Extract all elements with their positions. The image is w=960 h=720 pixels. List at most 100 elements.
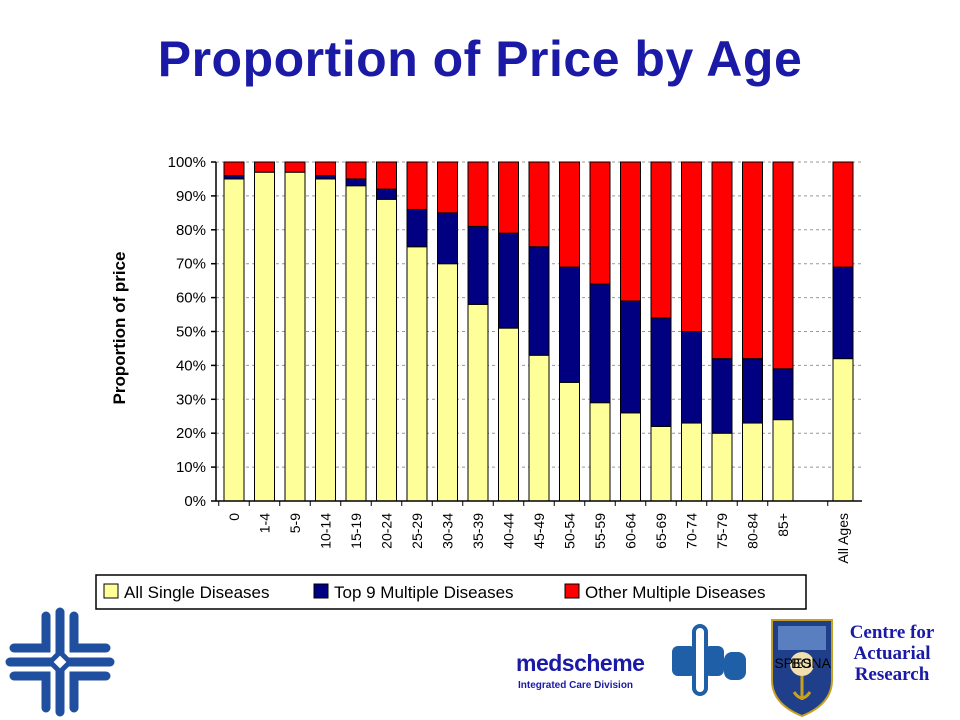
y-tick-label: 40%: [176, 357, 206, 374]
bar-segment: [589, 283, 611, 404]
x-tick-label: 75-79: [714, 513, 730, 549]
bar-segment: [498, 232, 519, 329]
cross-logo: [5, 607, 115, 717]
x-tick-label: 70-74: [684, 513, 700, 549]
bar-segment: [559, 381, 580, 502]
bar-segment: [467, 225, 489, 305]
bar-segment: [498, 161, 519, 234]
x-tick-label: 10-14: [318, 513, 334, 549]
legend-label: All Single Diseases: [124, 583, 270, 602]
bar-segment: [620, 412, 641, 502]
car-line-3: Research: [854, 664, 930, 685]
y-tick-label: 60%: [176, 290, 206, 307]
bar-segment: [345, 185, 367, 502]
medscheme-mark: [672, 624, 746, 696]
bar-segment: [772, 419, 794, 502]
bar-segment: [467, 161, 489, 227]
y-tick-label: 10%: [176, 459, 206, 476]
car-logo-text: Centre for Actuarial Research: [836, 622, 948, 685]
x-tick-label: 25-29: [409, 513, 425, 549]
y-tick-label: 80%: [176, 222, 206, 239]
medscheme-logo-text: medscheme: [516, 650, 645, 676]
x-tick-label: 20-24: [379, 513, 395, 549]
x-tick-label: 35-39: [470, 513, 486, 549]
x-tick-label: 30-34: [440, 513, 456, 549]
x-tick-label: 5-9: [287, 513, 303, 533]
bar-segment: [832, 358, 854, 502]
bar-segment: [376, 188, 397, 200]
legend: All Single Diseases Top 9 Multiple Diseas…: [95, 574, 807, 610]
bar-segment: [284, 161, 306, 173]
medscheme-logo-subtext: Integrated Care Division: [518, 680, 634, 691]
x-tick-label: 0: [226, 513, 242, 521]
x-ticks: 0 1-4 5-9 10-14 15-19 20-24 25-29 30-34 35-39 40-…: [218, 501, 851, 564]
bar-segment: [254, 161, 275, 173]
car-line-2: Actuarial: [853, 643, 931, 664]
bar-segment: [528, 161, 550, 248]
bar-segment: [620, 161, 641, 302]
bar-segment: [437, 212, 458, 265]
x-tick-label: 1-4: [257, 513, 273, 533]
bar-segment: [711, 358, 733, 434]
legend-label: Other Multiple Diseases: [585, 583, 765, 602]
y-tick-label: 0%: [184, 493, 206, 510]
slide-title: Proportion of Price by Age: [157, 31, 803, 87]
bar-segment: [559, 161, 580, 268]
crest-book-icon: [790, 652, 814, 676]
bar-segment: [406, 208, 428, 248]
bar-segment: [589, 161, 611, 285]
bar-segment: [528, 246, 550, 356]
bar-segment: [315, 178, 336, 502]
bar-segment: [742, 358, 763, 424]
bar-segment: [254, 171, 275, 502]
bar-segment: [315, 175, 336, 180]
bar-segment: [528, 354, 550, 502]
bar-segment: [406, 246, 428, 502]
y-axis-label: Proportion of price: [110, 252, 129, 405]
y-tick-label: 20%: [176, 425, 206, 442]
x-tick-label: 60-64: [623, 513, 639, 549]
y-tick-label: 50%: [176, 324, 206, 341]
bar-segment: [650, 425, 672, 502]
bar-segment: [832, 266, 854, 360]
crest-shield-logo: SPES BONA: [771, 619, 833, 718]
bar-segment: [345, 178, 367, 187]
y-tick-label: 90%: [176, 188, 206, 205]
y-ticks: 0% 10% 20% 30% 40% 50% 60% 70% 80% 90% 100%: [168, 154, 216, 510]
bar-segment: [711, 161, 733, 360]
bar-segment: [742, 422, 763, 502]
bar-segment: [650, 317, 672, 427]
x-tick-label: 45-49: [531, 513, 547, 549]
y-tick-label: 70%: [176, 256, 206, 273]
crest-text-2: BONA: [791, 655, 831, 671]
bar-segment: [650, 161, 672, 319]
x-tick-label: 85+: [775, 513, 791, 537]
bar-segment: [589, 402, 611, 502]
bar-segment: [223, 178, 245, 502]
bar-segment: [345, 161, 367, 180]
x-tick-label: 15-19: [348, 513, 364, 549]
legend-label: Top 9 Multiple Diseases: [334, 583, 514, 602]
x-tick-label: 65-69: [653, 513, 669, 549]
bar-segment: [223, 161, 245, 177]
bar-segment: [437, 263, 458, 502]
bar-segment: [742, 161, 763, 360]
bar-segment: [681, 422, 702, 502]
bar-segment: [437, 161, 458, 214]
bar-segment: [559, 266, 580, 383]
bar-segment: [406, 161, 428, 210]
x-tick-label: All Ages: [835, 513, 851, 564]
bar-segment: [498, 327, 519, 502]
bar-segment: [772, 368, 794, 421]
bar-segment: [376, 161, 397, 190]
x-tick-label: 50-54: [562, 513, 578, 549]
bar-segment: [284, 171, 306, 502]
x-tick-label: 55-59: [592, 513, 608, 549]
bar-segment: [832, 161, 854, 268]
legend-box: [95, 574, 807, 610]
bar-segment: [711, 432, 733, 502]
bar-segment: [681, 161, 702, 332]
bars: [223, 161, 854, 502]
bar-segment: [467, 303, 489, 502]
